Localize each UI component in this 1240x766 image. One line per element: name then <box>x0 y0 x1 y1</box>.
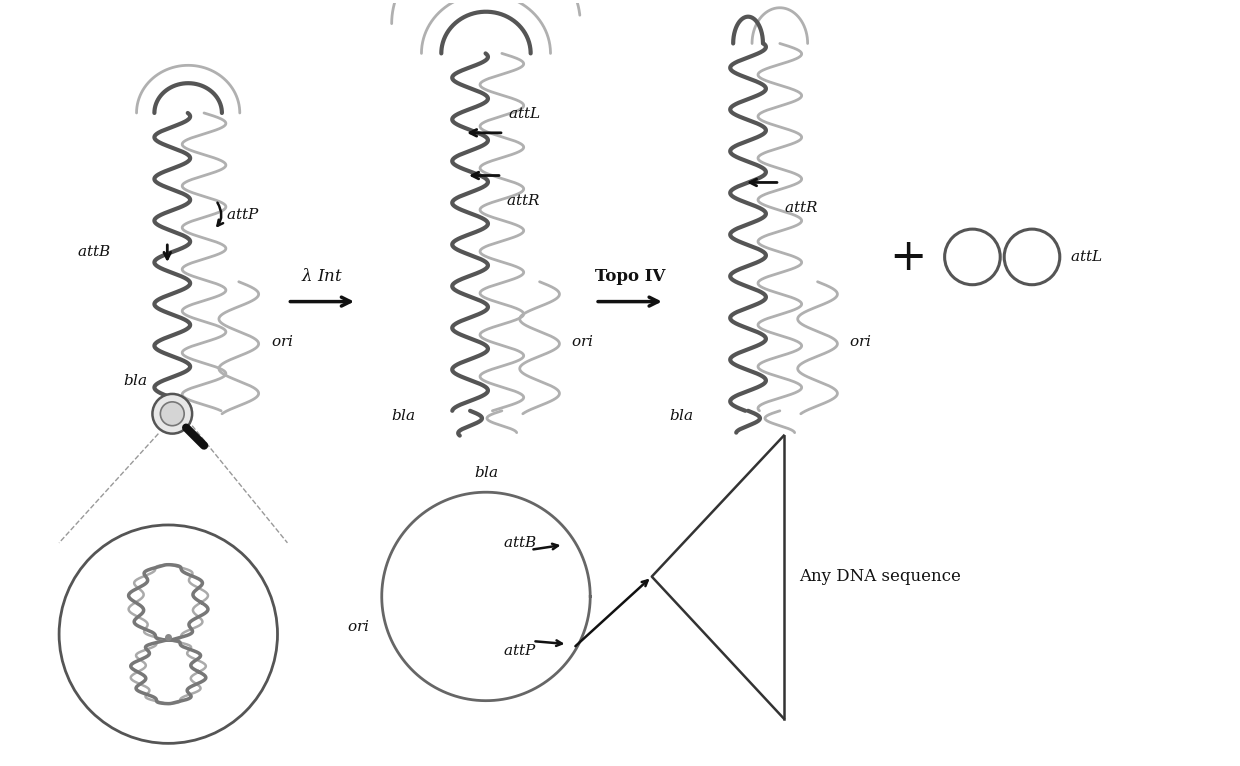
Text: $ori$: $ori$ <box>347 619 370 633</box>
Text: $ori$: $ori$ <box>270 334 293 349</box>
Text: $att$B: $att$B <box>503 535 537 550</box>
Text: $bla$: $bla$ <box>123 373 148 388</box>
Text: $ori$: $ori$ <box>849 334 872 349</box>
Text: $ori$: $ori$ <box>572 334 594 349</box>
Text: Any DNA sequence: Any DNA sequence <box>799 568 961 585</box>
Circle shape <box>160 402 185 426</box>
Text: $att$L: $att$L <box>508 106 541 121</box>
Text: $att$R: $att$R <box>784 201 818 215</box>
Text: $att$B: $att$B <box>77 244 110 260</box>
Text: +: + <box>889 235 926 279</box>
Text: $att$L: $att$L <box>1070 250 1102 264</box>
Text: $\lambda$ Int: $\lambda$ Int <box>301 268 343 285</box>
Circle shape <box>60 525 278 743</box>
Text: $bla$: $bla$ <box>474 465 498 480</box>
Text: Topo IV: Topo IV <box>595 268 665 285</box>
Text: $bla$: $bla$ <box>391 408 415 424</box>
Text: $att$R: $att$R <box>506 193 541 208</box>
Circle shape <box>153 394 192 434</box>
Text: $att$P: $att$P <box>503 643 537 658</box>
Text: $bla$: $bla$ <box>668 408 693 424</box>
Text: $att$P: $att$P <box>226 207 259 221</box>
